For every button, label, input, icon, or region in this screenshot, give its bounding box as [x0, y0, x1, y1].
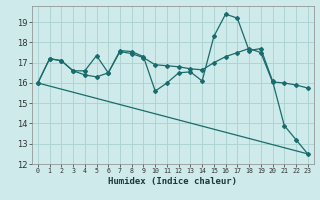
X-axis label: Humidex (Indice chaleur): Humidex (Indice chaleur)	[108, 177, 237, 186]
